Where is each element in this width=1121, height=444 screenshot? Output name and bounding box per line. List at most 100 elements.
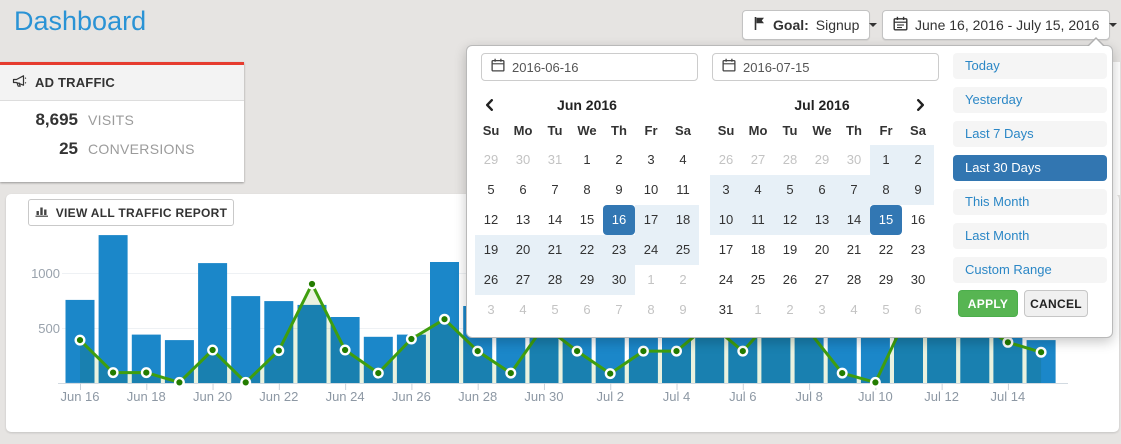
calendar-day[interactable]: 13	[515, 212, 531, 227]
calendar-day[interactable]: 30	[910, 272, 926, 287]
calendar-day[interactable]: 7	[551, 182, 559, 197]
calendar-day[interactable]: 20	[814, 242, 830, 257]
calendar-day[interactable]: 30	[846, 152, 862, 167]
calendar-day[interactable]: 29	[571, 265, 603, 295]
calendar-day[interactable]: 30	[515, 152, 531, 167]
calendar-day[interactable]: 17	[635, 205, 667, 235]
calendar-day[interactable]: 6	[519, 182, 527, 197]
calendar-day[interactable]: 18	[750, 242, 766, 257]
calendar-day[interactable]: 26	[475, 265, 507, 295]
calendar-day[interactable]: 23	[603, 235, 635, 265]
calendar-day[interactable]: 9	[679, 302, 687, 317]
calendar-day[interactable]: 6	[914, 302, 922, 317]
calendar-day[interactable]: 4	[850, 302, 858, 317]
calendar-day[interactable]: 2	[615, 152, 623, 167]
calendar-day[interactable]: 31	[718, 302, 734, 317]
calendar-day[interactable]: 9	[615, 182, 623, 197]
quick-range-item[interactable]: Last 30 Days	[953, 155, 1107, 181]
quick-range-item[interactable]: This Month	[953, 189, 1107, 215]
start-date-input[interactable]	[512, 59, 688, 75]
calendar-day[interactable]: 1	[754, 302, 762, 317]
calendar-day[interactable]: 6	[583, 302, 591, 317]
calendar-day[interactable]: 28	[846, 272, 862, 287]
calendar-day[interactable]: 1	[870, 145, 902, 175]
calendar-day[interactable]: 3	[647, 152, 655, 167]
apply-button[interactable]: APPLY	[958, 290, 1018, 317]
calendar-day[interactable]: 21	[846, 242, 862, 257]
calendar-day[interactable]: 8	[583, 182, 591, 197]
quick-range-item[interactable]: Custom Range	[953, 257, 1107, 283]
calendar-day[interactable]: 18	[667, 205, 699, 235]
calendar-day[interactable]: 28	[782, 152, 798, 167]
calendar-day[interactable]: 20	[507, 235, 539, 265]
calendar-day[interactable]: 26	[718, 152, 734, 167]
calendar-day[interactable]: 3	[487, 302, 495, 317]
goal-selector-button[interactable]: Goal: Signup	[742, 10, 878, 40]
calendar-day[interactable]: 25	[750, 272, 766, 287]
calendar-day[interactable]: 19	[475, 235, 507, 265]
calendar-day[interactable]: 7	[615, 302, 623, 317]
calendar-day[interactable]: 11	[742, 205, 774, 235]
calendar-day[interactable]: 7	[838, 175, 870, 205]
calendar-day[interactable]: 30	[603, 265, 635, 295]
calendar-day[interactable]: 12	[483, 212, 499, 227]
calendar-day[interactable]: 21	[539, 235, 571, 265]
calendar-day[interactable]: 5	[774, 175, 806, 205]
calendar-day[interactable]: 9	[902, 175, 934, 205]
calendar-day[interactable]: 10	[643, 182, 659, 197]
calendar-day[interactable]: 29	[814, 152, 830, 167]
calendar-day[interactable]: 4	[679, 152, 687, 167]
next-month-icon[interactable]	[908, 93, 932, 117]
calendar-day[interactable]: 6	[806, 175, 838, 205]
calendar-day[interactable]: 5	[882, 302, 890, 317]
quick-range-item[interactable]: Last Month	[953, 223, 1107, 249]
calendar-day[interactable]: 4	[742, 175, 774, 205]
calendar-day[interactable]: 14	[838, 205, 870, 235]
calendar-day[interactable]: 12	[774, 205, 806, 235]
calendar-day[interactable]: 29	[483, 152, 499, 167]
calendar-day[interactable]: 27	[750, 152, 766, 167]
calendar-day[interactable]: 11	[676, 182, 690, 197]
calendar-day[interactable]: 8	[870, 175, 902, 205]
calendar-day[interactable]: 31	[547, 152, 563, 167]
calendar-day[interactable]: 29	[878, 272, 894, 287]
calendar-day[interactable]: 16	[603, 205, 635, 235]
cancel-button[interactable]: CANCEL	[1024, 290, 1088, 317]
calendar-day[interactable]: 5	[487, 182, 495, 197]
calendar-day[interactable]: 15	[579, 212, 595, 227]
calendar-day[interactable]: 22	[878, 242, 894, 257]
calendar-day[interactable]: 2	[679, 272, 687, 287]
calendar-day[interactable]: 27	[814, 272, 830, 287]
calendar-day[interactable]: 16	[910, 212, 926, 227]
calendar-day[interactable]: 14	[547, 212, 563, 227]
calendar-day[interactable]: 13	[806, 205, 838, 235]
view-all-traffic-report-button[interactable]: VIEW ALL TRAFFIC REPORT	[28, 199, 234, 226]
calendar-day[interactable]: 1	[583, 152, 591, 167]
calendar-day[interactable]: 24	[718, 272, 734, 287]
calendar-day[interactable]: 22	[571, 235, 603, 265]
date-range-button[interactable]: June 16, 2016 - July 15, 2016	[882, 10, 1118, 40]
calendar-day[interactable]: 23	[910, 242, 926, 257]
calendar-day[interactable]: 25	[667, 235, 699, 265]
calendar-day[interactable]: 8	[647, 302, 655, 317]
quick-range-item[interactable]: Last 7 Days	[953, 121, 1107, 147]
calendar-day[interactable]: 17	[718, 242, 734, 257]
calendar-day[interactable]: 28	[539, 265, 571, 295]
calendar-day[interactable]: 3	[818, 302, 826, 317]
calendar-day[interactable]: 27	[507, 265, 539, 295]
end-date-input[interactable]	[743, 59, 929, 75]
calendar-day[interactable]: 2	[902, 145, 934, 175]
calendar-day[interactable]: 26	[782, 272, 798, 287]
calendar-day[interactable]: 5	[551, 302, 559, 317]
prev-month-icon[interactable]	[477, 93, 501, 117]
quick-range-item[interactable]: Today	[953, 53, 1107, 79]
quick-range-item[interactable]: Yesterday	[953, 87, 1107, 113]
calendar-day[interactable]: 1	[647, 272, 655, 287]
calendar-day[interactable]: 4	[519, 302, 527, 317]
calendar-day[interactable]: 19	[782, 242, 798, 257]
calendar-day[interactable]: 24	[635, 235, 667, 265]
calendar-day[interactable]: 2	[786, 302, 794, 317]
calendar-day[interactable]: 15	[870, 205, 902, 235]
calendar-day[interactable]: 3	[710, 175, 742, 205]
calendar-day[interactable]: 10	[710, 205, 742, 235]
